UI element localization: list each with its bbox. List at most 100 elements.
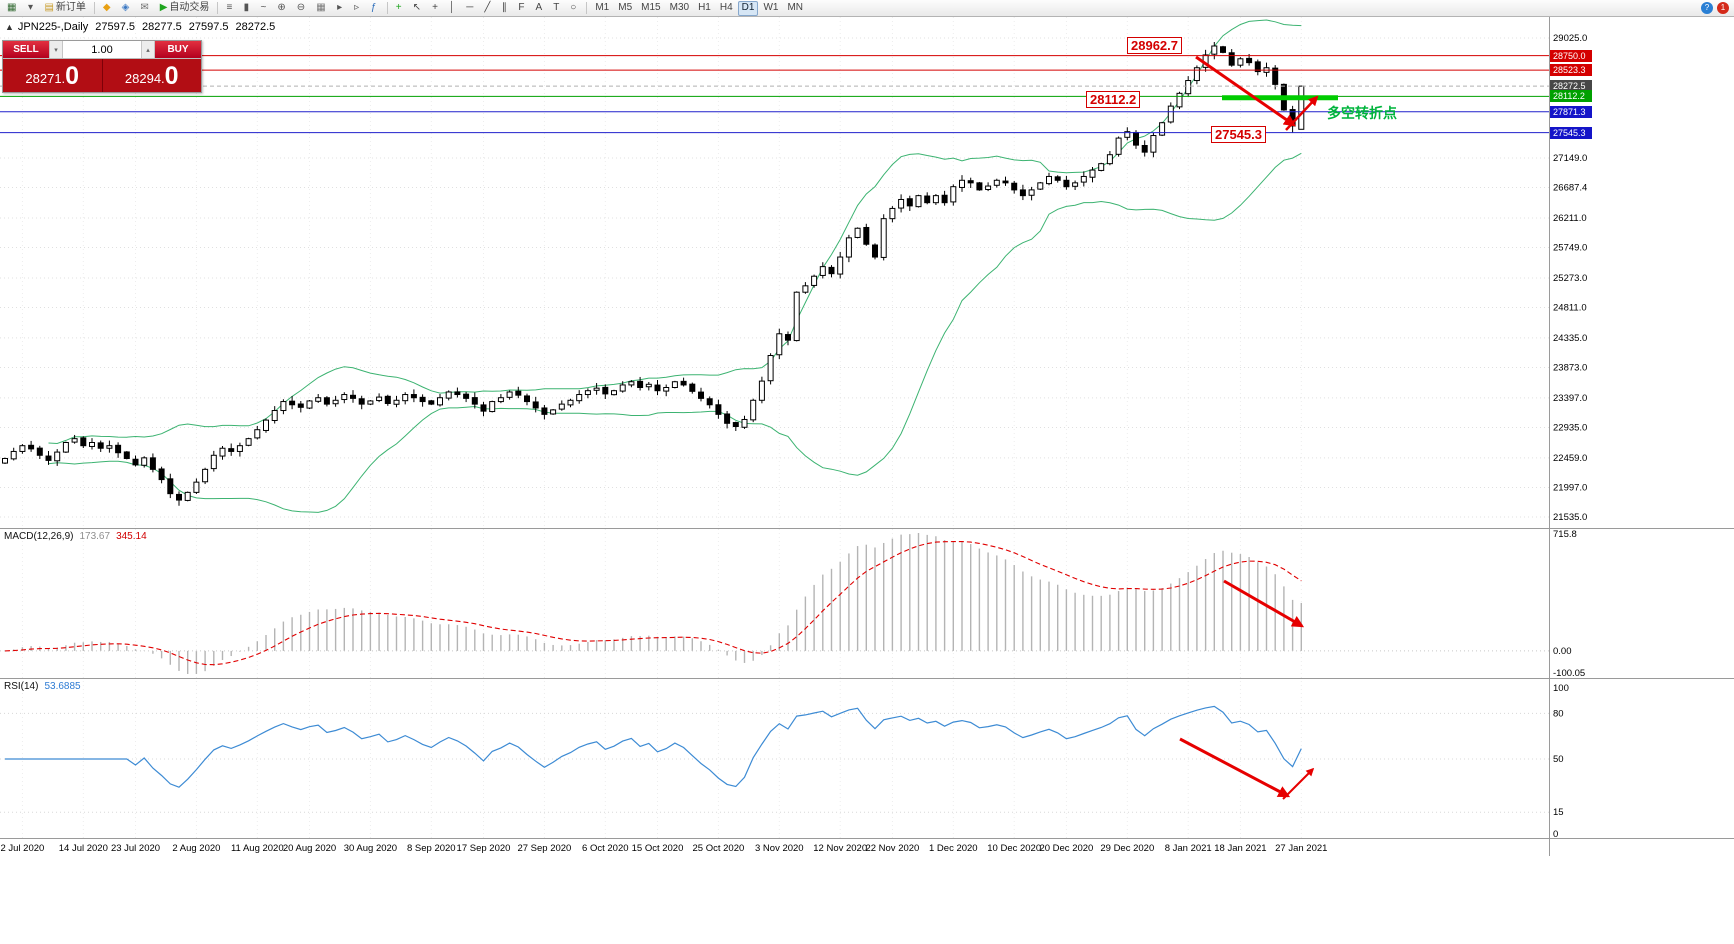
date-label: 6 Oct 2020 [582,843,628,854]
fibonacci-icon[interactable]: F [514,1,530,16]
bid-price[interactable]: 28271. 0 [3,59,102,92]
timeframe-m5-button[interactable]: M5 [614,1,636,16]
notifications-icon[interactable]: 1 [1717,2,1729,14]
candlestick-chart-icon[interactable]: ▮ [239,1,255,16]
text-icon: A [535,2,543,13]
date-label: 1 Dec 2020 [929,843,978,854]
price-label: 27149.0 [1553,153,1587,164]
timeframe-h4-button-label: H4 [719,2,733,13]
trend-arrow[interactable] [1282,767,1315,800]
vertical-line-icon[interactable]: │ [445,1,461,16]
trend-arrow[interactable] [1285,95,1319,131]
label-icon[interactable]: T [549,1,565,16]
crosshair-icon[interactable]: + [428,1,444,16]
price-label: 24335.0 [1553,333,1587,344]
sell-button[interactable]: SELL [3,41,49,58]
trend-arrow[interactable] [1223,579,1305,628]
horizontal-line-icon[interactable]: ─ [462,1,479,16]
panel-separators [0,17,1734,856]
indicators-icon[interactable]: ƒ [367,1,383,16]
macd-indicator-label: MACD(12,26,9) 173.67 345.14 [4,531,147,542]
timeframe-h4-button[interactable]: H4 [716,1,737,16]
add-object-icon: + [395,2,402,13]
new-order-button-label: 新订单 [55,2,86,13]
timeframe-m30-button-label: M30 [669,2,690,13]
timeframe-w1-button[interactable]: W1 [759,1,782,16]
help-icon[interactable]: ? [1701,2,1713,14]
volume-increase-button[interactable]: ▴ [141,41,155,58]
price-callout-low[interactable]: 27545.3 [1211,126,1266,143]
rsi-scale-labels: 100 80 50 15 0 [1553,683,1569,840]
grid-vertical [21,17,1302,838]
volume-decrease-button[interactable]: ▾ [49,41,63,58]
text-icon[interactable]: A [532,1,549,16]
date-label: 20 Dec 2020 [1039,843,1093,854]
timeframe-d1-button-label: D1 [741,2,755,13]
bar-chart-icon[interactable]: ≡ [222,1,238,16]
bid-price-main: 28271. [25,71,66,86]
trendline-icon: ╱ [484,2,491,13]
timeframe-m15-button[interactable]: M15 [637,1,664,16]
channel-icon[interactable]: ∥ [497,1,513,16]
price-label: 21997.0 [1553,482,1587,493]
new-chart-icon[interactable]: ▦ [3,1,22,16]
date-label: 22 Nov 2020 [865,843,919,854]
chart-ohlc-header: ▲ JPN225-,Daily 27597.5 28277.5 27597.5 … [5,21,282,33]
main-toolbar: ▦ ▾ ▤ 新订单 ◆ ◈ ✉ ▶ 自动交易 ≡ ▮ ~ ⊕ ⊖ ▦ ▸ ▹ ƒ + ↖ + │ ─ ╱ ∥ F A T ○ M1 M5 M1… [0,0,1734,17]
grid-icon[interactable]: ▦ [312,1,331,16]
trend-arrow[interactable] [1179,737,1291,798]
date-label: 23 Jul 2020 [111,843,160,854]
timeframe-w1-button-label: W1 [763,2,779,13]
trendline-icon[interactable]: ╱ [480,1,496,16]
line-chart-icon[interactable]: ~ [256,1,272,16]
date-label: 3 Nov 2020 [755,843,804,854]
zoom-out-icon[interactable]: ⊖ [293,1,311,16]
mailbox-icon[interactable]: ✉ [136,1,154,16]
date-label: 8 Sep 2020 [407,843,456,854]
date-label: 30 Aug 2020 [344,843,397,854]
symbol-trend-icon: ▲ [5,22,14,32]
new-order-button[interactable]: ▤ 新订单 [40,1,89,16]
add-object-icon[interactable]: + [392,1,408,16]
new-order-button: ▤ [44,2,54,13]
chart-dropdown-caret-icon[interactable]: ▾ [23,1,39,16]
cursor-icon[interactable]: ↖ [409,1,427,16]
timeframe-mn-button[interactable]: MN [783,1,807,16]
auto-scroll-icon[interactable]: ▸ [333,1,349,16]
macd-scale-label: -100.05 [1553,668,1585,679]
alerts-icon[interactable]: ◈ [118,1,136,16]
trend-arrow[interactable] [1195,55,1296,127]
rsi-scale-label: 50 [1553,754,1564,765]
megaphone-icon[interactable]: ◆ [99,1,117,16]
mailbox-icon: ✉ [140,2,149,13]
autotrading-button[interactable]: ▶ 自动交易 [156,1,214,16]
bar-chart-icon: ≡ [226,2,233,13]
channel-icon: ∥ [501,2,507,13]
ask-price-main: 28294. [124,71,165,86]
date-label: 27 Jan 2021 [1275,843,1327,854]
toolbar-separator [386,2,388,14]
ask-price[interactable]: 28294. 0 [102,59,201,92]
chart-shift-icon[interactable]: ▹ [350,1,366,16]
timeframe-h1-button[interactable]: H1 [694,1,715,16]
timeframe-m1-button[interactable]: M1 [591,1,613,16]
shapes-icon[interactable]: ○ [566,1,582,16]
bid-price-big-digit: 0 [65,61,80,90]
price-label: 24811.0 [1553,302,1587,313]
timeframe-m30-button[interactable]: M30 [666,1,693,16]
price-callout-high[interactable]: 28962.7 [1127,37,1182,54]
shapes-icon: ○ [570,2,577,13]
timeframe-d1-button[interactable]: D1 [737,0,759,16]
macd-scale-label: 715.8 [1553,529,1577,540]
volume-input[interactable]: 1.00 [63,41,141,58]
buy-button[interactable]: BUY [155,41,201,58]
turning-point-note[interactable]: 多空转折点 [1327,105,1397,121]
rsi-line [5,705,1302,788]
zoom-in-icon[interactable]: ⊕ [273,1,291,16]
macd-scale-label: 0.00 [1553,646,1572,657]
price-callout-mid[interactable]: 28112.2 [1086,91,1141,108]
price-label: 23397.0 [1553,393,1587,404]
price-label: 26687.4 [1553,182,1587,193]
macd-name: MACD(12,26,9) [4,531,74,542]
